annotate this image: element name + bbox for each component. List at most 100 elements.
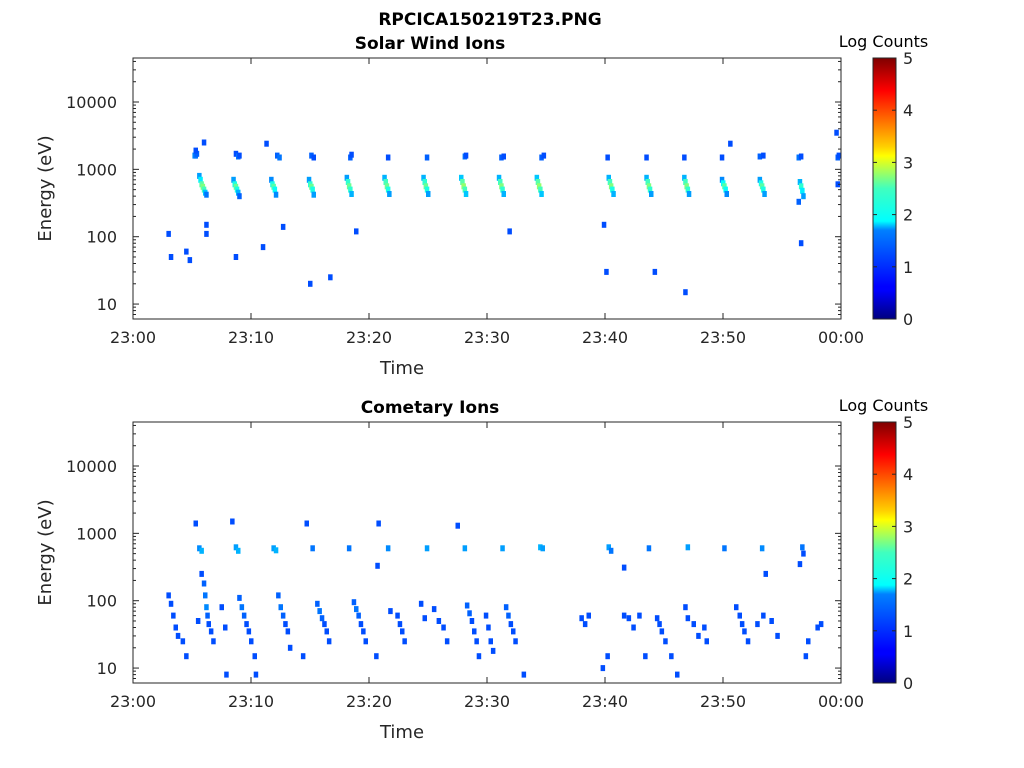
heatmap-cell xyxy=(236,547,241,554)
heatmap-cell xyxy=(582,621,588,628)
heatmap-cell xyxy=(682,154,687,161)
heatmap-cell xyxy=(195,618,201,624)
heatmap-cell xyxy=(426,191,431,197)
heatmap-cell xyxy=(538,544,543,551)
heatmap-cell xyxy=(444,638,450,645)
heatmap-cell xyxy=(233,150,239,157)
heatmap-cell xyxy=(644,174,649,181)
y-tick-label: 100 xyxy=(86,228,117,247)
heatmap-cell xyxy=(326,638,332,645)
colorbar-tick-label: 0 xyxy=(903,310,913,329)
heatmap-cell xyxy=(234,186,240,193)
heatmap-cell xyxy=(173,624,178,631)
heatmap-cell xyxy=(388,608,393,615)
colorbar-tick-label: 3 xyxy=(903,153,913,172)
colorbar xyxy=(872,421,897,684)
y-tick-label: 100 xyxy=(86,592,117,611)
heatmap-cell xyxy=(300,653,306,660)
x-tick-label: 23:30 xyxy=(464,692,510,711)
heatmap-cell xyxy=(349,191,354,197)
heatmap-cell xyxy=(201,186,207,193)
heatmap-cell xyxy=(239,604,245,611)
heatmap-cell xyxy=(311,191,316,198)
heatmap-cell xyxy=(835,181,840,188)
colorbar-label: Log Counts xyxy=(839,396,929,415)
heatmap-cell xyxy=(358,621,364,628)
heatmap-cell xyxy=(657,621,662,628)
heatmap-cell xyxy=(834,129,839,136)
heatmap-cell xyxy=(424,545,430,552)
heatmap-cell xyxy=(328,274,333,281)
heatmap-cell xyxy=(193,520,198,527)
heatmap-cell xyxy=(231,176,236,183)
colorbar xyxy=(872,57,897,320)
heatmap-cell xyxy=(686,191,692,197)
heatmap-cell xyxy=(815,624,820,631)
heatmap-cell xyxy=(507,228,512,235)
heatmap-cell xyxy=(208,628,214,635)
heatmap-cell xyxy=(346,183,352,190)
heatmap-cell xyxy=(757,153,763,160)
heatmap-cell xyxy=(361,628,366,635)
heatmap-cells xyxy=(166,518,824,678)
heatmap-cell xyxy=(508,621,514,628)
heatmap-cell xyxy=(244,621,249,628)
heatmap-cell xyxy=(278,604,283,611)
heatmap-cell xyxy=(759,183,765,190)
heatmap-cell xyxy=(199,570,204,577)
heatmap-cell xyxy=(354,606,359,613)
heatmap-cell xyxy=(683,179,688,185)
heatmap-cell xyxy=(455,522,460,529)
heatmap-cell xyxy=(796,154,801,161)
heatmap-cell xyxy=(464,602,470,609)
heatmap-cell xyxy=(204,230,209,237)
heatmap-cell xyxy=(400,628,405,635)
heatmap-cell xyxy=(769,618,774,624)
heatmap-cell xyxy=(649,191,654,197)
heatmap-cell xyxy=(605,154,610,161)
heatmap-cell xyxy=(503,604,509,611)
heatmap-cell xyxy=(536,183,542,190)
heatmap-cell xyxy=(233,254,239,260)
heatmap-cell xyxy=(539,191,544,197)
y-tick-label: 1000 xyxy=(76,160,117,179)
x-tick-label: 23:50 xyxy=(700,692,746,711)
heatmap-cell xyxy=(540,545,545,552)
heatmap-cell xyxy=(424,154,430,161)
heatmap-cell xyxy=(722,183,727,190)
heatmap-cell xyxy=(469,618,475,624)
heatmap-cell xyxy=(272,186,278,193)
heatmap-cell xyxy=(219,604,224,611)
colorbar-tick-label: 4 xyxy=(903,465,913,484)
y-tick-label: 10000 xyxy=(66,93,117,112)
heatmap-cell xyxy=(223,624,228,631)
heatmap-cell xyxy=(422,179,427,185)
x-tick-label: 23:40 xyxy=(582,328,628,347)
heatmap-cell xyxy=(486,624,491,631)
heatmap-cell xyxy=(800,187,805,194)
heatmap-cell xyxy=(319,615,325,622)
colorbar-tick-label: 2 xyxy=(903,206,913,225)
x-tick-label: 00:00 xyxy=(818,328,864,347)
heatmap-cell xyxy=(349,151,354,158)
heatmap-cell xyxy=(309,152,314,159)
heatmap-cell xyxy=(166,230,171,237)
heatmap-cell xyxy=(646,183,652,190)
heatmap-cell xyxy=(737,612,742,619)
heatmap-cell xyxy=(385,186,391,193)
heatmap-cell xyxy=(441,624,446,631)
colorbar-label: Log Counts xyxy=(839,32,929,51)
heatmap-cell xyxy=(646,545,652,552)
heatmap-cell xyxy=(759,545,765,552)
heatmap-cell xyxy=(800,544,805,551)
heatmap-cell xyxy=(204,191,209,198)
heatmap-cell xyxy=(723,186,728,193)
heatmap-cell xyxy=(461,183,466,190)
x-tick-label: 23:20 xyxy=(346,328,392,347)
heatmap-cell xyxy=(600,665,606,672)
heatmap-cell xyxy=(631,624,636,631)
colorbar-tick-label: 2 xyxy=(903,570,913,589)
heatmap-cell xyxy=(659,628,665,635)
heatmap-cell xyxy=(541,152,547,159)
x-tick-label: 23:30 xyxy=(464,328,510,347)
